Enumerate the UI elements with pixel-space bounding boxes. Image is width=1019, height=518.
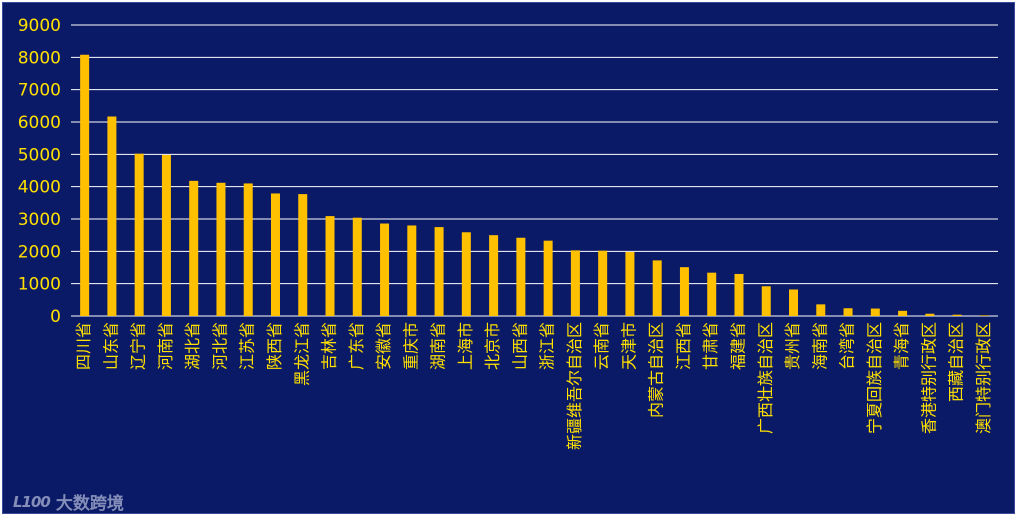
bar-山东省	[107, 116, 117, 317]
x-category-label: 内蒙古自治区	[647, 322, 666, 418]
bar-黑龙江省	[298, 194, 308, 316]
x-category-label: 重庆市	[401, 322, 420, 370]
x-category-label: 四川省	[74, 322, 93, 370]
x-category-label: 天津市	[619, 322, 638, 370]
x-category-label: 新疆维吾尔自治区	[565, 322, 584, 450]
x-axis-labels: 四川省 山东省 辽宁省 河南省 湖北省 河北省 江苏省 陕西省 黑龙江省 吉林省 广东省 安徽省 重庆市…	[74, 322, 993, 450]
bar-青海省	[898, 310, 908, 316]
bar-chart: 0 1000 2000 3000 4000 5000 6000 7000 8000 9000 四川…	[18, 16, 998, 450]
bar-浙江省	[543, 240, 553, 316]
bars	[80, 54, 989, 317]
x-category-label: 西藏自治区	[947, 322, 966, 402]
bar-新疆维吾尔自治区	[570, 250, 580, 316]
y-tick-label: 0	[50, 307, 61, 327]
y-tick-label: 5000	[18, 145, 61, 165]
bar-上海市	[461, 232, 471, 316]
y-axis-ticks: 0 1000 2000 3000 4000 5000 6000 7000 8000 9000	[18, 16, 61, 327]
bar-天津市	[625, 251, 635, 316]
x-category-label: 山东省	[101, 322, 120, 370]
watermark-logo: L100	[13, 492, 51, 511]
bar-吉林省	[325, 216, 335, 316]
bar-湖南省	[434, 227, 444, 316]
y-tick-label: 8000	[18, 48, 61, 68]
x-category-label: 贵州省	[783, 322, 802, 370]
bar-辽宁省	[134, 153, 144, 316]
bar-河南省	[161, 154, 171, 316]
bar-澳门特别行政区	[979, 315, 989, 316]
bar-四川省	[80, 54, 90, 316]
x-category-label: 安徽省	[374, 322, 393, 370]
x-category-label: 湖南省	[429, 322, 448, 370]
bar-江西省	[679, 267, 689, 316]
x-category-label: 云南省	[592, 322, 611, 370]
x-category-label: 青海省	[892, 322, 911, 370]
x-category-label: 浙江省	[538, 322, 557, 370]
watermark: L100 大数跨境	[13, 489, 124, 515]
x-category-label: 河北省	[210, 322, 229, 370]
y-tick-label: 9000	[18, 16, 61, 36]
y-tick-label: 7000	[18, 81, 61, 101]
gridlines	[71, 24, 998, 317]
x-category-label: 湖北省	[183, 322, 202, 370]
x-category-label: 澳门特别行政区	[974, 322, 993, 434]
bar-重庆市	[407, 225, 417, 316]
x-category-label: 陕西省	[265, 322, 284, 370]
x-category-label: 江苏省	[238, 322, 257, 370]
bar-宁夏回族自治区	[870, 308, 880, 316]
watermark-text: 大数跨境	[55, 494, 124, 514]
bar-河北省	[216, 182, 226, 316]
bar-广西壮族自治区	[761, 286, 771, 316]
x-category-label: 广东省	[347, 322, 366, 370]
bar-香港特别行政区	[925, 313, 935, 316]
bar-陕西省	[270, 193, 280, 316]
bar-山西省	[516, 237, 526, 316]
x-category-label: 台湾省	[838, 322, 857, 370]
x-category-label: 黑龙江省	[292, 322, 311, 386]
x-category-label: 广西壮族自治区	[756, 322, 775, 434]
bar-甘肃省	[707, 272, 717, 316]
x-category-label: 海南省	[810, 322, 829, 370]
bar-云南省	[598, 250, 608, 316]
y-tick-label: 2000	[18, 242, 61, 262]
x-category-label: 香港特别行政区	[919, 322, 938, 434]
bar-安徽省	[380, 223, 390, 316]
bar-北京市	[489, 235, 499, 316]
bar-贵州省	[789, 289, 799, 316]
x-category-label: 宁夏回族自治区	[865, 322, 884, 434]
bar-广东省	[352, 217, 362, 316]
x-category-label: 北京市	[483, 322, 502, 370]
bar-内蒙古自治区	[652, 260, 662, 316]
x-category-label: 吉林省	[320, 322, 339, 370]
y-tick-label: 4000	[18, 178, 61, 198]
bar-西藏自治区	[952, 314, 962, 316]
x-category-label: 福建省	[728, 322, 747, 370]
x-category-label: 河南省	[156, 322, 175, 370]
bar-湖北省	[189, 180, 199, 316]
x-category-label: 江西省	[674, 322, 693, 370]
x-category-label: 上海市	[456, 322, 475, 370]
bar-福建省	[734, 273, 744, 316]
y-tick-label: 3000	[18, 210, 61, 230]
bar-海南省	[816, 304, 826, 316]
y-tick-label: 1000	[18, 275, 61, 295]
x-category-label: 甘肃省	[701, 322, 720, 370]
y-tick-label: 6000	[18, 113, 61, 133]
bar-台湾省	[843, 308, 853, 316]
x-category-label: 山西省	[510, 322, 529, 370]
bar-江苏省	[243, 183, 253, 316]
x-category-label: 辽宁省	[129, 322, 148, 370]
